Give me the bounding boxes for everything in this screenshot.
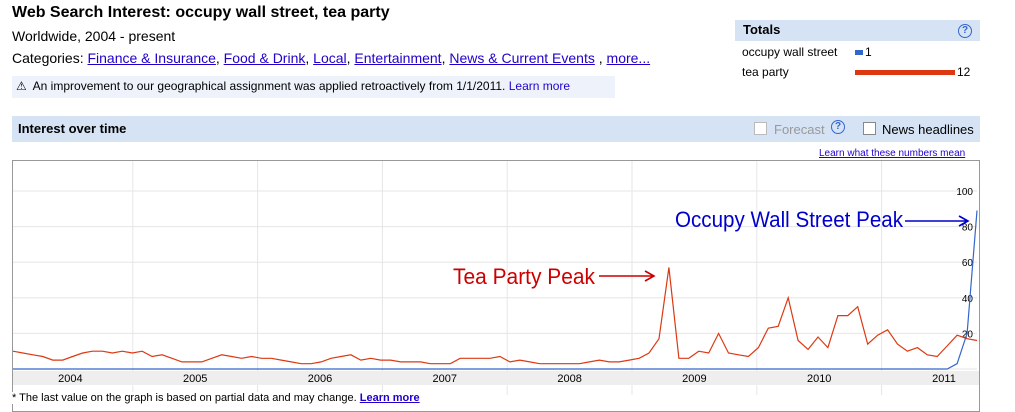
totals-title: Totals <box>743 22 781 37</box>
interest-chart: 2004 2005 2006 2007 2008 2009 2010 2011 20 40 60 8… <box>12 160 980 412</box>
category-entertainment-link[interactable]: Entertainment <box>354 50 442 66</box>
categories-more-link[interactable]: more... <box>606 50 651 66</box>
news-headlines-checkbox[interactable] <box>863 122 876 135</box>
x-tick-label: 2004 <box>58 373 82 385</box>
notice-learn-more-link[interactable]: Learn more <box>508 79 571 93</box>
categories: Categories: Finance & Insurance, Food & … <box>12 50 651 66</box>
totals-bar <box>855 70 955 75</box>
y-tick-label: 80 <box>962 223 974 234</box>
totals-panel: Totals ? occupy wall street 1 tea party … <box>735 20 980 81</box>
news-headlines-label: News headlines <box>882 122 974 137</box>
x-axis-band <box>13 371 979 385</box>
interest-over-time-bar: Interest over time Forecast ? News headl… <box>12 116 980 142</box>
category-food-link[interactable]: Food & Drink <box>223 50 306 66</box>
category-local-link[interactable]: Local <box>313 50 347 66</box>
footnote: * The last value on the graph is based o… <box>12 392 420 404</box>
series-line-tea-party <box>13 267 978 365</box>
categories-label: Categories: <box>12 50 84 66</box>
totals-row: occupy wall street 1 <box>735 41 980 61</box>
footnote-learn-more-link[interactable]: Learn more <box>359 392 420 404</box>
annotation-tea-party-peak: Tea Party Peak <box>453 264 596 289</box>
category-finance-link[interactable]: Finance & Insurance <box>87 50 216 66</box>
series-line-occupy-wall-street <box>13 210 978 370</box>
forecast-help-icon[interactable]: ? <box>831 120 845 134</box>
x-tick-label: 2011 <box>932 373 956 385</box>
region-range: Worldwide, 2004 - present <box>12 28 176 44</box>
totals-header: Totals ? <box>735 20 980 41</box>
interest-chart-svg: 2004 2005 2006 2007 2008 2009 2010 2011 20 40 60 8… <box>13 161 979 395</box>
y-tick-label: 100 <box>956 187 973 198</box>
arrow-right-icon <box>599 270 656 282</box>
forecast-checkbox[interactable] <box>754 122 767 135</box>
page-title: Web Search Interest: occupy wall street,… <box>12 4 390 21</box>
totals-row: tea party 12 <box>735 61 980 81</box>
totals-row-value: 12 <box>957 65 971 79</box>
annotation-occupy-peak: Occupy Wall Street Peak <box>675 207 904 232</box>
x-tick-label: 2009 <box>682 373 706 385</box>
totals-row-value: 1 <box>865 45 872 59</box>
y-tick-label: 60 <box>962 258 974 269</box>
x-tick-label: 2010 <box>807 373 831 385</box>
footnote-text: * The last value on the graph is based o… <box>12 392 357 404</box>
help-icon[interactable]: ? <box>958 24 972 38</box>
totals-bar <box>855 50 863 55</box>
y-tick-label: 40 <box>962 294 974 305</box>
learn-numbers-link[interactable]: Learn what these numbers mean <box>819 148 966 159</box>
x-tick-label: 2007 <box>433 373 457 385</box>
y-tick-label: 20 <box>962 329 974 340</box>
interest-over-time-title: Interest over time <box>18 121 127 136</box>
notice-text: An improvement to our geographical assig… <box>32 79 506 93</box>
category-news-link[interactable]: News & Current Events <box>449 50 595 66</box>
x-tick-label: 2006 <box>308 373 332 385</box>
x-tick-label: 2005 <box>183 373 207 385</box>
totals-row-label: occupy wall street <box>742 45 838 59</box>
arrow-right-icon <box>905 215 970 227</box>
totals-row-label: tea party <box>742 65 789 79</box>
forecast-label: Forecast <box>774 122 825 137</box>
x-tick-label: 2008 <box>557 373 581 385</box>
notice-banner: ⚠ An improvement to our geographical ass… <box>12 76 615 98</box>
warning-icon: ⚠ <box>16 79 27 93</box>
